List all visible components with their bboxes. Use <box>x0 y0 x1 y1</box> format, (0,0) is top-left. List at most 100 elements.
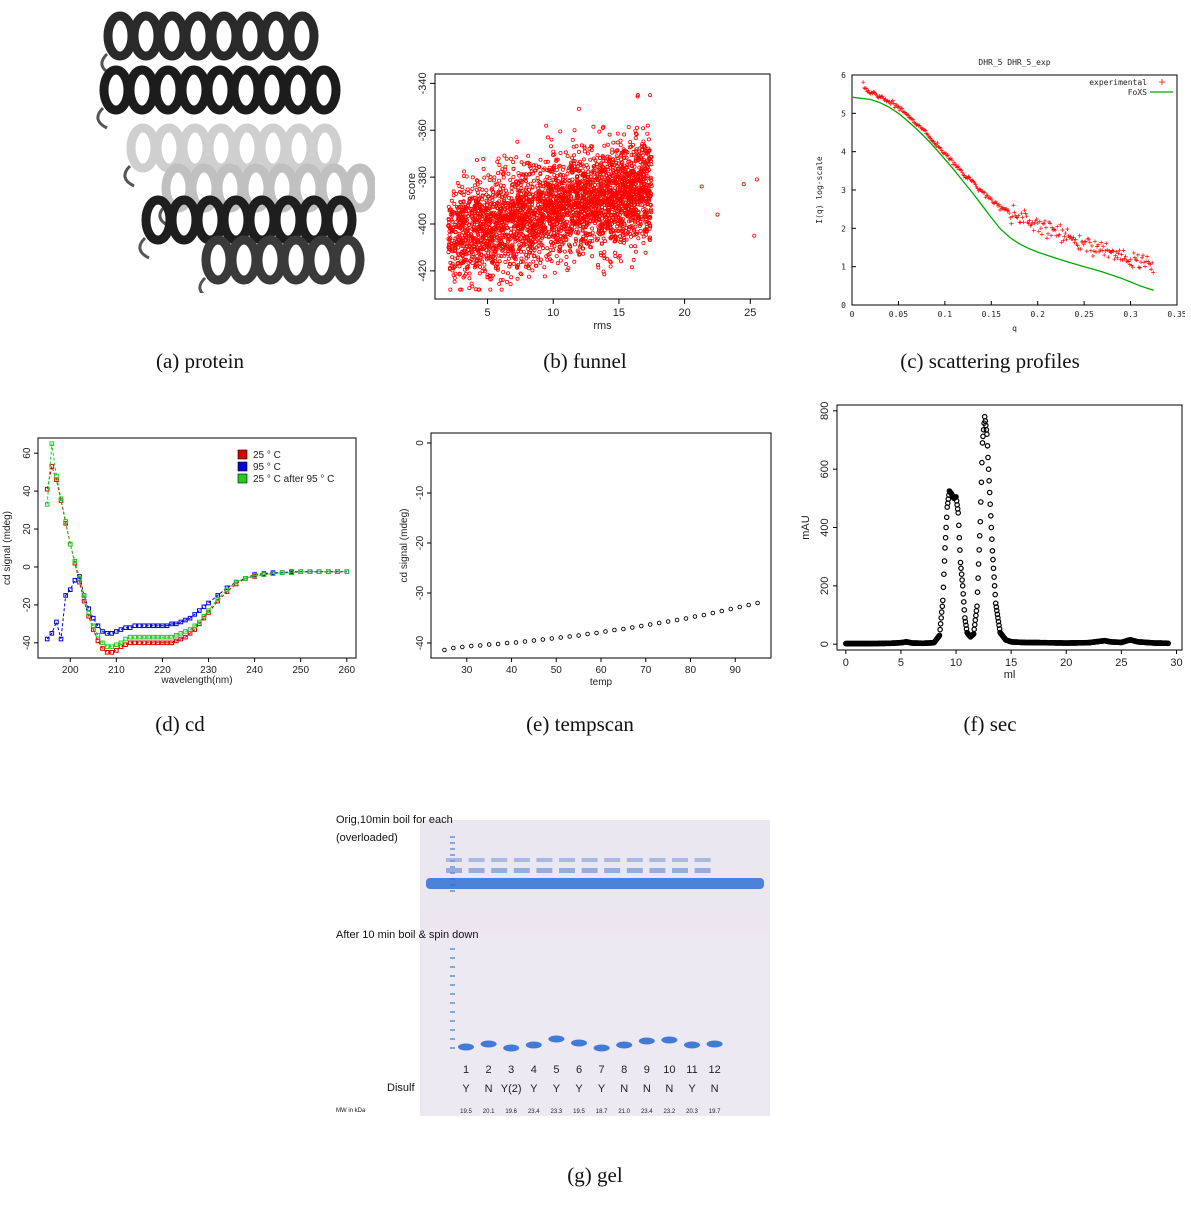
experimental-point <box>1038 226 1043 231</box>
helix-turn <box>331 235 365 285</box>
sec-point <box>981 413 988 420</box>
funnel-point <box>586 169 591 174</box>
funnel-point <box>544 191 549 196</box>
funnel-point <box>629 153 634 158</box>
funnel-point <box>599 207 604 212</box>
experimental-point <box>1088 248 1093 253</box>
funnel-point <box>640 231 645 236</box>
funnel-point <box>506 171 511 176</box>
cd-point <box>146 634 151 640</box>
tempscan-point <box>746 602 751 608</box>
sec-point <box>988 524 995 531</box>
cd-point <box>127 634 133 640</box>
cd-point <box>58 496 64 501</box>
funnel-point <box>628 211 633 216</box>
funnel-point <box>636 185 641 190</box>
funnel-point <box>469 250 474 255</box>
cd-point <box>118 627 124 632</box>
cd-point <box>206 608 211 613</box>
funnel-point <box>592 183 597 188</box>
experimental-point <box>1130 265 1135 270</box>
funnel-point <box>453 256 458 261</box>
funnel-point <box>515 276 520 281</box>
funnel-point <box>475 222 480 227</box>
legend-label: 25 ° C <box>253 450 281 461</box>
cd-point <box>95 632 101 638</box>
funnel-points <box>446 93 759 292</box>
funnel-point <box>511 254 516 259</box>
funnel-point <box>473 203 478 208</box>
sec-point <box>957 547 963 553</box>
funnel-point <box>595 153 600 158</box>
funnel-point <box>608 166 613 171</box>
sec-point <box>974 603 980 610</box>
funnel-point <box>592 170 597 175</box>
funnel-point <box>519 249 524 254</box>
funnel-point <box>596 217 601 222</box>
funnel-point <box>600 126 605 131</box>
cd-point <box>91 623 96 629</box>
experimental-point <box>1111 249 1116 254</box>
experimental-point <box>989 197 994 202</box>
sec-point <box>984 431 990 438</box>
funnel-point <box>453 230 458 235</box>
funnel-point <box>618 164 623 169</box>
lane-mw: 23.2 <box>664 1109 676 1115</box>
funnel-point <box>569 187 574 192</box>
funnel-point <box>577 187 582 192</box>
helix <box>198 235 365 300</box>
funnel-point <box>590 226 595 231</box>
funnel-point <box>517 243 522 248</box>
funnel-point <box>530 202 535 207</box>
funnel-point <box>611 140 616 145</box>
funnel-point <box>525 224 530 229</box>
experimental-point <box>1134 258 1139 263</box>
funnel-point <box>521 211 526 216</box>
x-axis-label: temp <box>590 677 613 688</box>
gel-top-label-2: (overloaded) <box>336 832 398 844</box>
funnel-point <box>538 171 543 176</box>
funnel-point <box>606 218 611 223</box>
funnel-point <box>608 264 613 269</box>
funnel-point <box>485 212 490 217</box>
funnel-point <box>471 235 476 240</box>
x-tick-label: 10 <box>547 307 559 319</box>
experimental-point <box>874 92 879 97</box>
funnel-point <box>494 243 499 248</box>
funnel-point <box>578 171 583 176</box>
cd-point <box>150 623 156 629</box>
experimental-point <box>1055 224 1060 229</box>
funnel-point <box>464 257 469 262</box>
funnel-point <box>611 157 616 162</box>
funnel-point <box>599 184 604 189</box>
tempscan-point <box>442 647 447 653</box>
funnel-point <box>559 186 564 191</box>
x-tick-label: 0.35 <box>1167 310 1185 319</box>
funnel-point <box>646 197 651 202</box>
experimental-point <box>936 144 941 149</box>
funnel-point <box>616 183 621 188</box>
funnel-point <box>613 192 618 197</box>
funnel-point <box>607 132 612 137</box>
funnel-point <box>633 249 638 254</box>
legend-experimental-marker <box>1159 79 1165 85</box>
experimental-point <box>1127 262 1132 267</box>
funnel-point <box>501 171 506 176</box>
tempscan-point <box>755 600 760 606</box>
top-gel-band <box>446 868 462 873</box>
funnel-point <box>493 249 498 254</box>
cd-point <box>164 640 170 646</box>
funnel-point <box>550 153 555 158</box>
funnel-point <box>480 194 485 199</box>
sec-point <box>996 622 1002 629</box>
funnel-point <box>634 193 639 198</box>
funnel-point <box>580 228 585 233</box>
y-axis-label: mAU <box>800 515 812 540</box>
funnel-point <box>535 176 540 181</box>
funnel-point <box>498 210 503 215</box>
x-tick-label: 0.2 <box>1030 310 1045 319</box>
funnel-point <box>506 256 511 261</box>
experimental-point <box>1030 220 1035 225</box>
funnel-point <box>498 183 503 188</box>
